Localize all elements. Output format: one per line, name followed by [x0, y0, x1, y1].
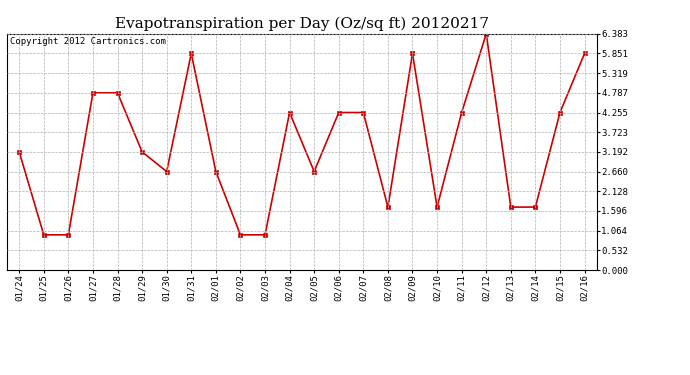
Text: Copyright 2012 Cartronics.com: Copyright 2012 Cartronics.com: [10, 37, 166, 46]
Title: Evapotranspiration per Day (Oz/sq ft) 20120217: Evapotranspiration per Day (Oz/sq ft) 20…: [115, 17, 489, 31]
